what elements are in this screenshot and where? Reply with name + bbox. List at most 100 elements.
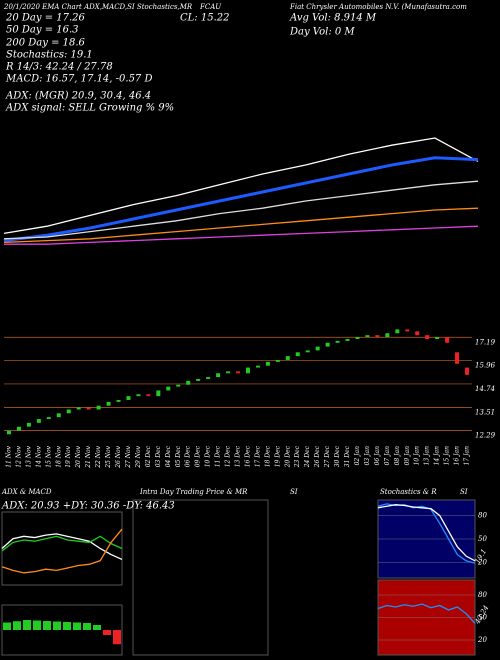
x-tick-label: 15 Nov: [45, 445, 52, 467]
candle: [355, 337, 360, 339]
y-tick-label: 50: [478, 535, 487, 543]
candle: [345, 338, 350, 341]
line: [1, 533, 123, 561]
x-tick-label: 22 Nov: [95, 445, 102, 468]
candle: [86, 407, 91, 410]
candle: [66, 409, 71, 414]
x-tick-label: 26 Nov: [115, 445, 122, 468]
bar: [103, 630, 111, 635]
bar: [73, 622, 81, 630]
panel-subtitle: ADX: 20.93 +DY: 30.36 -DY: 46.43: [1, 501, 175, 512]
x-tick-label: 06 Jan: [374, 446, 381, 466]
candle: [435, 337, 440, 339]
intraday-panel: [132, 499, 269, 656]
candle: [56, 413, 61, 418]
candle: [315, 346, 320, 351]
candle: [375, 335, 380, 338]
y-tick-label: 80: [478, 591, 487, 599]
x-tick-label: 03 Dec: [155, 445, 162, 467]
candle: [156, 390, 161, 397]
x-tick-label: 02 Dec: [145, 445, 152, 467]
line: [1, 528, 123, 574]
x-tick-label: 15 Jan: [444, 446, 451, 466]
candle: [146, 394, 151, 397]
x-tick-label: 14 Jan: [434, 446, 441, 466]
bar: [3, 622, 11, 630]
candle: [335, 340, 340, 343]
bar: [63, 622, 71, 630]
x-tick-label: 09 Dec: [195, 445, 202, 467]
candle: [136, 394, 141, 397]
candle: [186, 380, 191, 385]
x-tick-label: 20 Dec: [284, 445, 291, 468]
x-tick-label: 05 Dec: [175, 445, 182, 467]
intraday-si: SI: [290, 488, 298, 496]
candle: [465, 367, 470, 375]
y-tick-label: 20: [477, 636, 487, 644]
x-tick-label: 26 Dec: [314, 445, 321, 468]
ema50: 50 Day = 16.3: [6, 25, 79, 36]
line: [377, 603, 476, 624]
x-tick-label: 18 Dec: [264, 445, 271, 467]
x-tick-label: 10 Dec: [205, 445, 212, 467]
x-tick-label: 16 Jan: [454, 446, 461, 466]
x-tick-label: 14 Nov: [35, 445, 42, 467]
panel-frame: [1, 604, 123, 656]
bar: [33, 620, 41, 630]
candle: [76, 407, 81, 410]
x-tick-label: 02 Jan: [354, 446, 361, 466]
y-tick-label: 50: [478, 614, 487, 622]
x-tick-label: 11 Nov: [5, 445, 12, 467]
x-tick-label: 27 Dec: [324, 445, 331, 468]
close: CL: 15.22: [180, 13, 229, 24]
x-tick-label: 13 Jan: [424, 446, 431, 466]
x-tick-label: 19 Nov: [65, 445, 72, 467]
x-tick-label: 10 Jan: [414, 446, 421, 466]
candle: [275, 359, 280, 362]
line: [377, 504, 476, 562]
candle: [96, 405, 101, 410]
candle: [385, 333, 390, 338]
candle: [305, 350, 310, 353]
panel-subtitle: SI: [460, 488, 468, 496]
bar: [113, 630, 121, 645]
candle: [455, 352, 460, 364]
bar: [93, 625, 101, 630]
x-tick-label: 19 Dec: [274, 445, 281, 467]
bar: [13, 621, 21, 630]
candle: [425, 335, 430, 339]
candle: [26, 422, 31, 427]
x-tick-label: 11 Dec: [215, 445, 222, 467]
avg-vol: Avg Vol: 8.914 M: [289, 13, 377, 24]
x-tick-label: 12 Nov: [15, 445, 22, 467]
candle: [126, 396, 131, 400]
x-tick-label: 25 Nov: [105, 445, 112, 468]
x-tick-label: 17 Jan: [464, 446, 471, 466]
bar: [43, 621, 51, 630]
x-tick-label: 08 Jan: [394, 446, 401, 466]
panel-title: Stochastics & R: [380, 488, 437, 496]
y-tick-label: 14.74: [475, 385, 495, 393]
x-tick-label: 27 Nov: [125, 445, 132, 468]
candle: [445, 337, 450, 343]
y-tick-label: 17.19: [475, 338, 496, 346]
adx-signal: ADX signal: SELL Growing % 9%: [5, 103, 174, 114]
line: [4, 225, 479, 245]
line: [1, 535, 123, 552]
y-tick-label: 80: [478, 512, 487, 520]
line: [3, 156, 479, 243]
x-tick-label: 31 Dec: [344, 445, 351, 467]
x-tick-label: 04 Dec: [165, 445, 172, 467]
x-tick-label: 07 Jan: [384, 446, 391, 466]
candle: [166, 386, 171, 391]
y-tick-label: 12.29: [475, 432, 496, 440]
y-tick-label: 15.96: [475, 362, 496, 370]
candle: [255, 365, 260, 368]
candle: [106, 401, 111, 406]
macd: MACD: 16.57, 17.14, -0.57 D: [5, 74, 153, 85]
candle: [196, 379, 201, 381]
bar: [83, 623, 91, 630]
x-tick-label: 16 Dec: [244, 445, 251, 467]
rsi: R 14/3: 42.24 / 27.78: [5, 62, 113, 73]
